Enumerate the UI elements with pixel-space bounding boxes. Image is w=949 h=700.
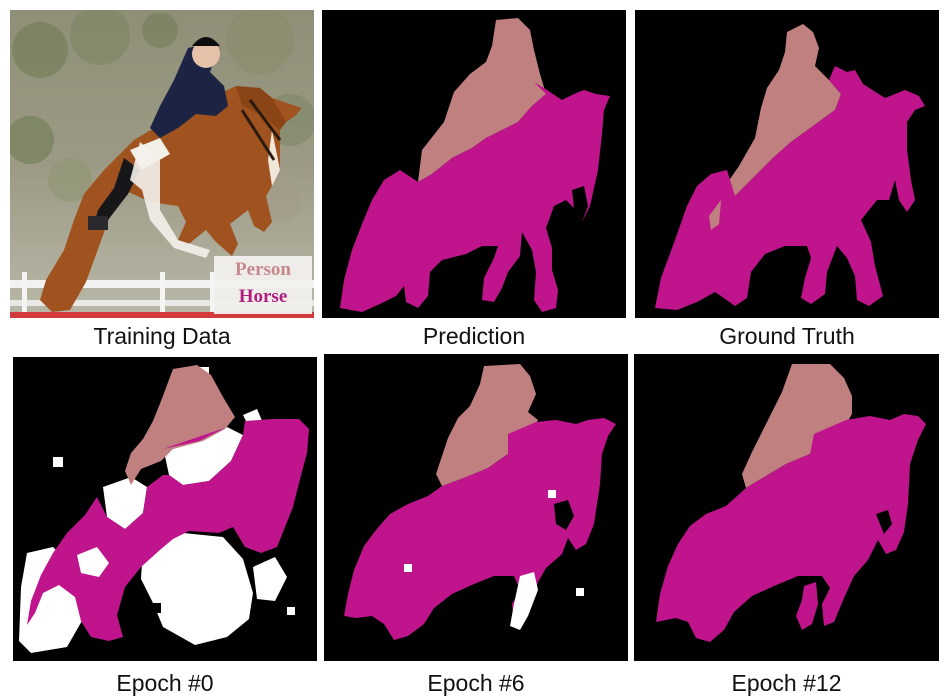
caption-epoch-6: Epoch #6 [427,670,525,696]
caption-prediction: Prediction [422,323,526,349]
caption-ground-truth: Ground Truth [719,323,855,349]
ground-truth-mask [635,10,939,318]
legend-horse: Horse [238,286,288,307]
caption-training-data: Training Data [93,323,231,349]
epoch-12-mask [634,354,939,661]
prediction-mask [322,10,626,318]
epoch-6-mask [324,354,628,661]
caption-epoch-12: Epoch #12 [731,670,842,696]
legend-person: Person [235,259,291,280]
training-photo: Person Horse [10,10,314,318]
caption-epoch-0: Epoch #0 [116,670,214,696]
legend: Person Horse [214,256,312,314]
epoch-0-mask [13,357,317,661]
